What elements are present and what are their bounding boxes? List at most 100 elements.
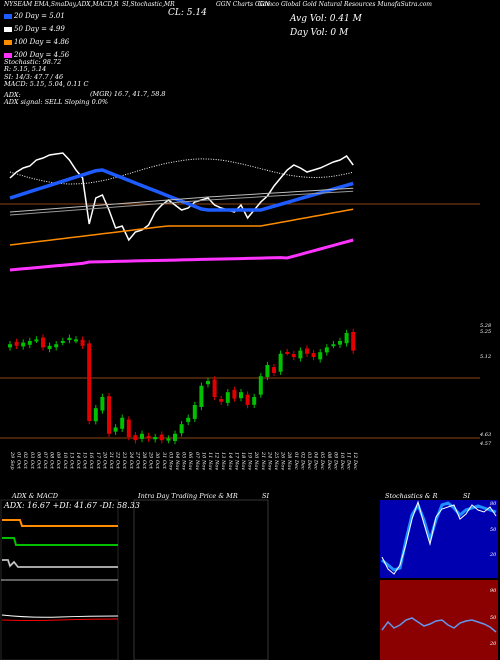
candle-body: [126, 419, 131, 437]
intraday-panel-frame: [133, 499, 269, 660]
stochastic-axis-label: 20: [489, 552, 497, 558]
candle-body: [93, 408, 98, 422]
candle-body: [186, 417, 191, 422]
date-tick-label: 03 Oct: [29, 452, 35, 470]
date-tick-label: 14 Nov: [227, 452, 233, 470]
date-tick-label: 01 Oct: [16, 452, 22, 470]
date-tick-label: 09 Oct: [55, 452, 61, 470]
candle-body: [278, 353, 283, 372]
candle-body: [324, 347, 329, 353]
date-tick-label: 10 Oct: [62, 452, 68, 470]
ema20-line: [9, 168, 354, 212]
candle-body: [252, 397, 257, 405]
date-tick-label: 22 Oct: [115, 451, 121, 470]
price-tick: 5.25: [480, 329, 492, 335]
date-tick-label: 25 Nov: [273, 451, 279, 470]
stochastic-axis-label: 50: [490, 527, 497, 533]
date-tick-label: 28 Oct: [141, 451, 147, 470]
sma50-band-lower: [9, 190, 354, 216]
stochastic-value: Stochastic: 98.72: [4, 58, 62, 66]
adx-plus-di-line: [2, 519, 118, 527]
date-tick-label: 01 Dec: [293, 452, 299, 470]
price-tick: 4.63: [480, 432, 492, 438]
candle-body: [206, 381, 210, 385]
date-tick-label: 17 Oct: [95, 452, 101, 470]
date-tick-label: 20 Oct: [101, 451, 107, 470]
date-tick-label: 06 Nov: [187, 452, 193, 470]
candle-body: [192, 405, 197, 419]
candle-body: [41, 337, 45, 348]
candle-body: [27, 341, 32, 345]
adx-signal: ADX signal: SELL Sloping 0.0%: [4, 98, 109, 106]
candle-body: [225, 392, 230, 403]
date-tick-label: 14 Oct: [75, 452, 81, 470]
candle-body: [245, 394, 250, 405]
close-price: CL: 5.14: [168, 8, 207, 18]
date-tick-label: 26 Nov: [280, 451, 286, 470]
date-tick-label: 18 Nov: [240, 452, 246, 470]
macd-value: MACD: 5.15, 5.04, 0.11 C: [4, 80, 89, 88]
candle-body: [331, 344, 336, 347]
sma100-line: [9, 208, 354, 246]
date-tick-label: 05 Nov: [181, 452, 187, 470]
date-tick-label: 08 Dec: [326, 452, 332, 470]
date-tick-label: 11 Dec: [346, 452, 352, 470]
r-value: R: 5.15, 5.14: [4, 65, 47, 73]
date-tick-label: 16 Oct: [88, 452, 94, 470]
candle-body: [232, 389, 237, 399]
date-tick-label: 12 Nov: [214, 452, 220, 470]
legend-item-200: 200 Day = 4.56: [4, 51, 69, 59]
date-tick-label: 24 Oct: [128, 451, 134, 470]
candle-body: [291, 353, 296, 357]
candle-body: [166, 438, 171, 441]
date-tick-label: 24 Nov: [266, 451, 272, 470]
date-tick-label: 05 Dec: [319, 452, 325, 470]
candle-body: [199, 385, 204, 407]
date-tick-label: 19 Nov: [247, 452, 253, 470]
candle-body: [265, 365, 270, 377]
candle-body: [351, 331, 356, 351]
candle-body: [344, 333, 349, 344]
candle-body: [67, 337, 72, 341]
candle-body: [298, 350, 303, 359]
candle-body: [60, 341, 65, 343]
date-tick-label: 03 Nov: [167, 452, 173, 470]
candle-body: [54, 344, 59, 348]
date-tick-label: 23 Oct: [121, 451, 127, 470]
legend-item-20: 20 Day = 5.01: [4, 12, 65, 20]
date-tick-label: 10 Dec: [339, 452, 345, 470]
date-tick-label: 10 Nov: [200, 452, 206, 470]
date-tick-label: 13 Nov: [220, 452, 226, 470]
legend-swatch: [4, 13, 12, 19]
candle-body: [80, 339, 85, 346]
macd-signal-line: [1, 618, 119, 621]
date-tick-label: 17 Nov: [233, 452, 239, 470]
legend-label: 20 Day = 5.01: [14, 12, 65, 20]
candle-body: [159, 434, 164, 441]
date-tick-label: 21 Nov: [260, 451, 266, 470]
legend-swatch: [4, 39, 12, 45]
date-tick-label: 03 Dec: [306, 452, 312, 470]
candle-body: [87, 343, 92, 421]
intraday-panel-title: Intra Day Trading Price & MR: [138, 492, 238, 500]
sma50-band-upper: [9, 187, 354, 213]
candle-body: [212, 379, 217, 397]
date-tick-label: 06 Oct: [35, 452, 41, 470]
adx-label: ADX:: [4, 91, 21, 99]
date-tick-label: 21 Oct: [108, 451, 114, 470]
candle-body: [120, 417, 125, 429]
candle-body: [113, 427, 118, 432]
date-tick-label: 07 Oct: [42, 452, 48, 470]
candle-body: [311, 353, 316, 357]
legend-item-50: 50 Day = 4.99: [4, 25, 65, 33]
adx-panel-title: ADX & MACD: [12, 492, 58, 500]
date-tick-label: 08 Oct: [49, 452, 55, 470]
date-tick-label: 13 Oct: [68, 452, 74, 470]
candle-body: [34, 339, 39, 342]
adx-minus-di-line: [2, 537, 118, 546]
stochastic-axis-label: 80: [490, 501, 497, 507]
price-tick: 5.28: [480, 323, 492, 329]
adx-line-inner: [2, 559, 118, 568]
price-line: [9, 152, 354, 242]
candle-body: [146, 435, 151, 439]
